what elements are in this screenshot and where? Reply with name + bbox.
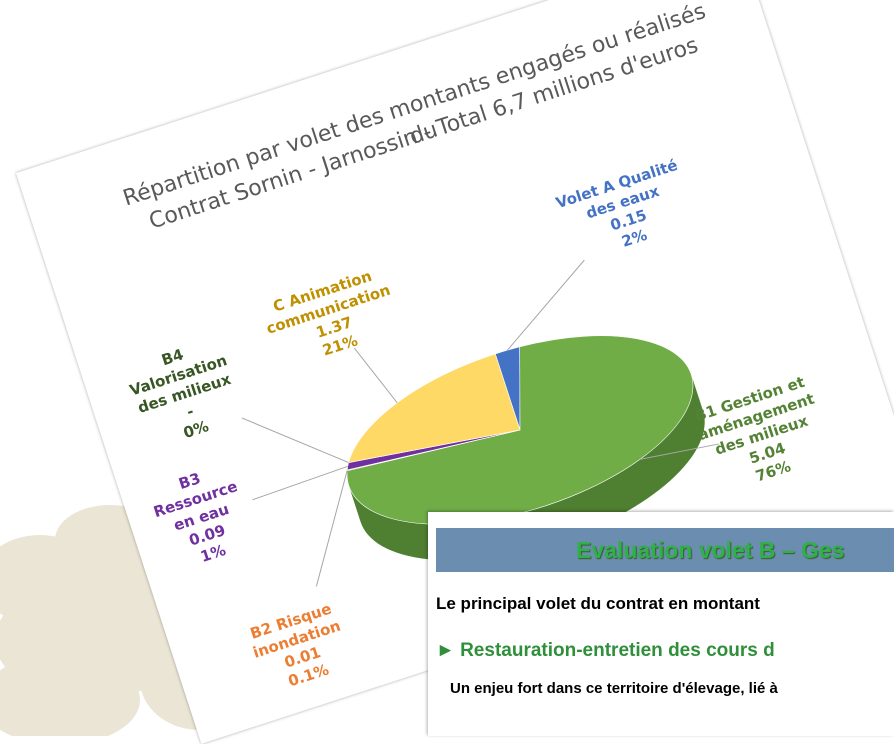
leader-line — [354, 341, 397, 410]
page: {"chart_data": {"type": "pie", "title": … — [0, 0, 894, 736]
body-text: Un enjeu fort dans ce territoire d'éleva… — [450, 680, 778, 697]
section-heading: ► Restauration-entretien des cours d — [436, 640, 775, 662]
leader-line — [252, 466, 349, 499]
lead-text: Le principal volet du contrat en montant — [436, 594, 760, 614]
leader-line — [242, 391, 349, 490]
slide-header: Evaluation volet B – Ges — [436, 528, 894, 572]
next-slide: Evaluation volet B – Ges Le principal vo… — [428, 512, 894, 736]
